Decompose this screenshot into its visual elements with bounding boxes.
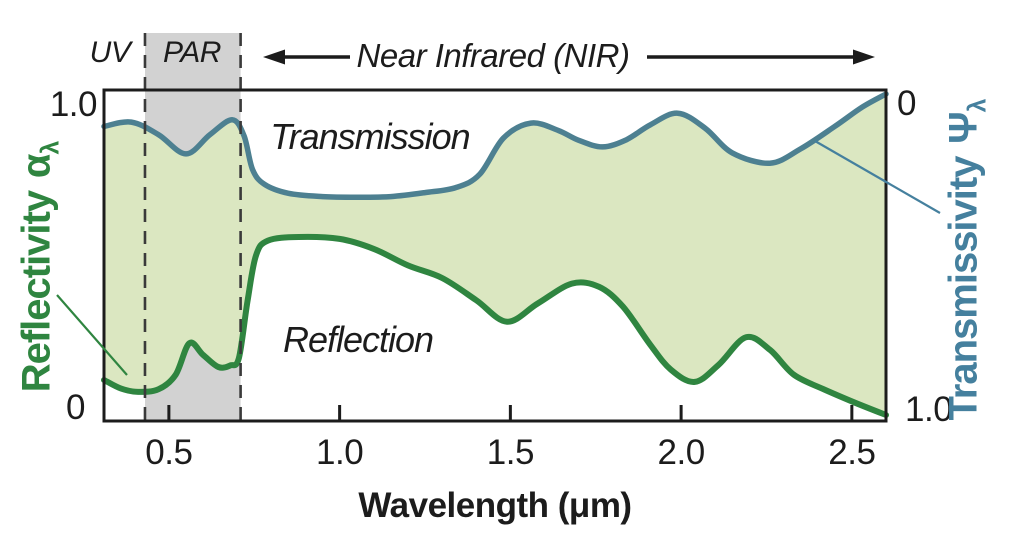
transmission-curve-label: Transmission <box>270 116 470 157</box>
x-tick-label: 1.5 <box>486 433 535 472</box>
reflection-curve-label: Reflection <box>282 319 434 360</box>
x-axis-title: Wavelength (μm) <box>358 486 632 525</box>
reflection-curve <box>101 233 889 418</box>
alpha-subscript: λ <box>37 141 65 155</box>
right-axis-tick-top: 0 <box>897 84 916 123</box>
right-axis-title: Transmissivity Ψλ <box>942 100 993 421</box>
nir-arrow-right-head <box>853 49 875 65</box>
x-tick-label: 0.5 <box>145 433 193 472</box>
alpha-symbol: α <box>14 154 59 179</box>
x-tick-label: 2.5 <box>828 433 876 472</box>
x-tick-label: 2.0 <box>657 433 706 472</box>
reflectivity-leader-line <box>56 294 128 376</box>
right-axis-tick-bottom: 1.0 <box>905 390 953 429</box>
plot-border <box>102 88 888 423</box>
transmissivity-leader-line <box>814 140 941 214</box>
par-band-label: PAR <box>163 36 221 69</box>
transmission-curve <box>101 91 889 200</box>
left-axis-tick-top: 1.0 <box>49 85 98 124</box>
right-axis-word: Transmissivity <box>941 156 986 421</box>
fill-between-curves <box>104 94 886 415</box>
x-tick-label: 1.0 <box>316 433 364 472</box>
left-axis-title: Reflectivity αλ <box>15 142 66 393</box>
psi-symbol: Ψ <box>941 112 986 144</box>
nir-arrow-left-head <box>263 49 285 65</box>
uv-band-label: UV <box>89 36 131 69</box>
left-axis-tick-bottom: 0 <box>66 388 85 427</box>
left-axis-word: Reflectivity <box>14 190 59 393</box>
nir-band-label: Near Infrared (NIR) <box>356 37 630 74</box>
psi-subscript: λ <box>964 99 992 113</box>
